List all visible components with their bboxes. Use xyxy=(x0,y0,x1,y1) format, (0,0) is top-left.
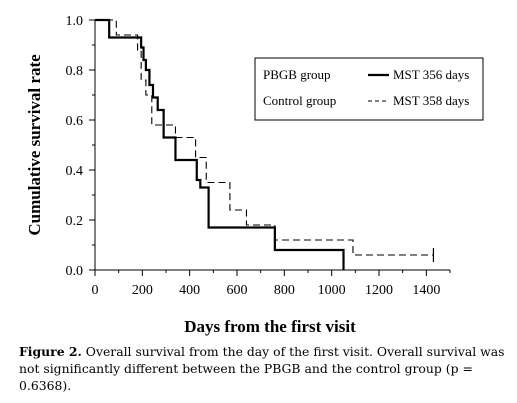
x-axis-label: Days from the first visit xyxy=(184,317,356,336)
chart-series xyxy=(95,18,435,270)
y-tick-label: 1.0 xyxy=(66,14,84,29)
survival-chart: 0.0 0.2 0.4 0.6 0.8 1.0 0 200 400 600 800 1000 1200 1… xyxy=(25,14,484,336)
legend-entry-value-1: MST 358 days xyxy=(393,93,469,108)
x-tick-label: 1200 xyxy=(365,283,393,298)
x-tick-label: 1000 xyxy=(318,283,346,298)
x-tick-label: 400 xyxy=(179,283,200,298)
y-tick-label: 0.4 xyxy=(66,164,84,179)
legend-entry-name-1: Control group xyxy=(263,93,336,108)
series-line-0 xyxy=(95,18,345,270)
series-line-1 xyxy=(95,19,434,256)
x-tick-label: 1400 xyxy=(412,283,440,298)
chart-ticks: 0.0 0.2 0.4 0.6 0.8 1.0 0 200 400 600 800 1000 1200 1… xyxy=(66,14,451,298)
y-tick-label: 0.6 xyxy=(66,114,84,129)
x-tick-label: 800 xyxy=(274,283,295,298)
x-tick-label: 0 xyxy=(92,283,99,298)
y-axis-label: Cumulative survival rate xyxy=(25,54,44,236)
caption-label: Figure 2. xyxy=(19,344,82,359)
caption-text: Overall survival from the day of the fir… xyxy=(19,344,505,393)
chart-legend: PBGB group MST 356 days Control group MS… xyxy=(254,57,484,121)
legend-box xyxy=(254,57,484,121)
x-tick-label: 600 xyxy=(227,283,248,298)
y-tick-label: 0.8 xyxy=(66,64,84,79)
y-tick-label: 0.2 xyxy=(66,214,84,229)
legend-entry-name-0: PBGB group xyxy=(263,67,331,82)
figure-caption: Figure 2. Overall survival from the day … xyxy=(19,343,509,394)
x-tick-label: 200 xyxy=(132,283,153,298)
y-tick-label: 0.0 xyxy=(66,264,84,279)
legend-entry-value-0: MST 356 days xyxy=(393,67,469,82)
